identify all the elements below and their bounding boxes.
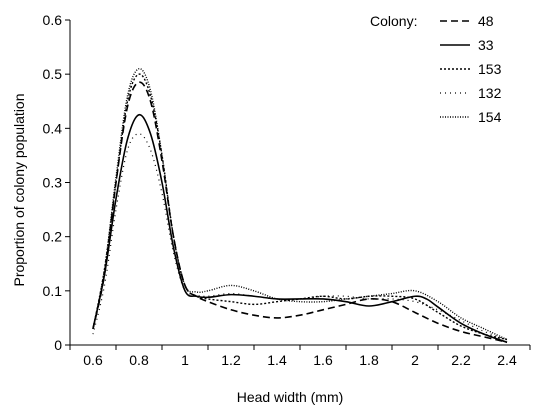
y-tick-label: 0.2 — [43, 229, 63, 245]
x-tick-label: 1.6 — [313, 352, 333, 368]
y-tick-label: 0 — [54, 337, 62, 353]
y-tick-label: 0.3 — [43, 175, 63, 191]
y-axis-label: Proportion of colony population — [11, 93, 27, 286]
y-tick-label: 0.5 — [43, 66, 63, 82]
legend-label-33: 33 — [478, 37, 494, 53]
x-axis-label: Head width (mm) — [237, 389, 344, 405]
series-line-48 — [92, 81, 508, 344]
legend-label-153: 153 — [478, 61, 502, 77]
x-tick-label: 1.8 — [359, 352, 379, 368]
x-tick-label: 0.6 — [83, 352, 103, 368]
series-group — [92, 68, 508, 344]
series-line-154 — [92, 68, 508, 341]
x-tick-label: 1 — [181, 352, 189, 368]
legend-label-132: 132 — [478, 85, 502, 101]
y-tick-label: 0.1 — [43, 283, 63, 299]
series-line-153 — [92, 73, 508, 341]
x-tick-label: 2.4 — [497, 352, 517, 368]
x-tick-label: 1.4 — [267, 352, 287, 368]
legend-label-48: 48 — [478, 13, 494, 29]
y-tick-label: 0.4 — [43, 120, 63, 136]
y-tick-label: 0.6 — [43, 12, 63, 28]
legend: Colony: 48 33 153 132 154 — [370, 13, 502, 125]
x-tick-label: 0.8 — [129, 352, 149, 368]
x-tick-label: 1.2 — [221, 352, 241, 368]
legend-label-154: 154 — [478, 109, 502, 125]
series-line-132 — [92, 133, 508, 341]
series-line-33 — [92, 113, 508, 344]
x-tick-label: 2.2 — [451, 352, 471, 368]
legend-title: Colony: — [370, 13, 417, 29]
x-tick-label: 2 — [411, 352, 419, 368]
axes: 0 0.1 0.2 0.3 0.4 0.5 0.6 0.6 0.8 1 1.2 1.4 1.6 1.8 2 2… — [43, 12, 531, 368]
